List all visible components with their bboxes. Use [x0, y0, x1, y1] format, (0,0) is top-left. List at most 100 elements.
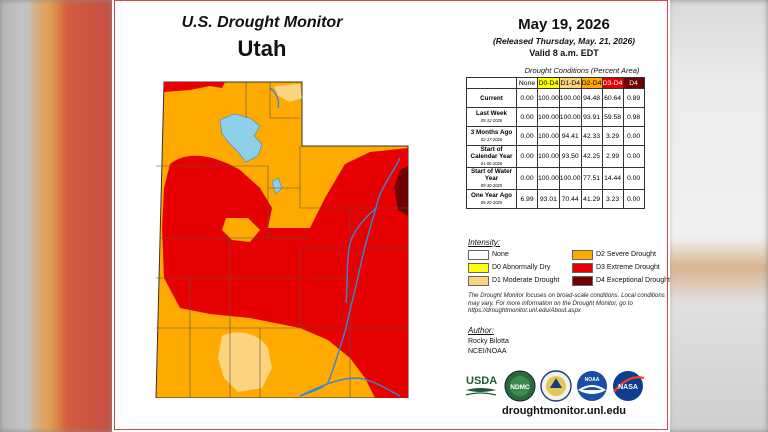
table-caption: Drought Conditions (Percent Area) [524, 66, 640, 75]
row-label: Current [466, 88, 517, 108]
row-label-text: One Year Ago [471, 192, 512, 199]
table-row: Current 0.00 100.00 100.00 94.48 60.64 0.89 [466, 88, 645, 108]
row-date: 05-20-2025 [480, 200, 503, 205]
row-date: 05-12-2026 [480, 118, 503, 123]
legend-label: None [492, 251, 509, 258]
table-cell: 41.29 [580, 189, 603, 209]
table-header-row: None D0-D4 D1-D4 D2-D4 D3-D4 D4 [466, 77, 645, 89]
table-cell: 2.99 [601, 145, 624, 168]
author-heading: Author: [468, 326, 494, 335]
table-cell: 0.00 [622, 145, 645, 168]
legend-label: D0 Abnormally Dry [492, 264, 551, 271]
table-cell: 42.25 [580, 145, 603, 168]
county-lines [156, 82, 408, 398]
table-cell: 100.00 [537, 107, 560, 127]
table-cell: 93.01 [537, 189, 560, 209]
legend-swatch [468, 250, 489, 260]
table-cell: 93.50 [558, 145, 582, 168]
table-cell: 100.00 [537, 88, 560, 108]
table-cell: 6.99 [516, 189, 538, 209]
legend-swatch [468, 276, 489, 286]
svg-text:NOAA: NOAA [585, 377, 600, 383]
legend-swatch [468, 263, 489, 273]
table-cell: 0.00 [516, 107, 538, 127]
partner-logos: USDA NDMC NOAA NASA [465, 370, 645, 402]
table-row: Last Week 05-12-2026 0.00 100.00 100.00 93.91… [466, 107, 645, 127]
row-date: 01-06-2026 [480, 161, 503, 166]
table-cell: 60.64 [601, 88, 624, 108]
map-date: May 19, 2026 [518, 16, 610, 33]
header-d4: D4 [622, 77, 645, 89]
header-d0-d4: D0-D4 [537, 77, 560, 89]
noaa-logo: NOAA [577, 371, 607, 401]
table-cell: 0.98 [622, 107, 645, 127]
map-d3-north [164, 82, 225, 92]
header-d1-d4: D1-D4 [558, 77, 582, 89]
legend-swatch [572, 250, 593, 260]
legend-swatch [572, 276, 593, 286]
state-title: Utah [237, 36, 287, 61]
table-cell: 77.51 [580, 167, 603, 190]
legend-label: D2 Severe Drought [596, 251, 656, 258]
table-cell: 3.29 [601, 126, 624, 146]
map-d2-central-pocket [222, 218, 260, 242]
table-cell: 94.48 [580, 88, 603, 108]
table-cell: 70.44 [558, 189, 582, 209]
disclaimer-note: The Drought Monitor focuses on broad-sca… [468, 292, 665, 315]
table-row: Start of Water Year 09-30-2025 0.00 100.00 1… [466, 167, 645, 190]
table-row: One Year Ago 05-20-2025 6.99 93.01 70.44 41.2… [466, 189, 645, 209]
row-label-text: Current [480, 94, 503, 102]
drought-monitor-panel: U.S. Drought Monitor Utah [112, 0, 670, 432]
table-row: 3 Months Ago 02-17-2026 0.00 100.00 94.41 42.… [466, 126, 645, 146]
table-cell: 100.00 [537, 126, 560, 146]
table-cell: 0.00 [516, 145, 538, 168]
row-label: Start of Calendar Year 01-06-2026 [466, 145, 517, 168]
map-d3-central [162, 148, 408, 398]
header-d2-d4: D2-D4 [580, 77, 603, 89]
svg-text:NDMC: NDMC [510, 384, 530, 391]
table-cell: 0.00 [516, 167, 538, 190]
table-cell: 0.00 [622, 126, 645, 146]
valid-time: Valid 8 a.m. EDT [529, 48, 599, 58]
table-cell: 0.00 [622, 167, 645, 190]
great-salt-lake [219, 113, 263, 163]
table-cell: 59.58 [601, 107, 624, 127]
nasa-logo: NASA [613, 371, 645, 401]
legend-swatch [572, 263, 593, 273]
row-label: Last Week 05-12-2026 [466, 107, 517, 127]
rivers [269, 87, 401, 397]
legend-label: D3 Extreme Drought [596, 264, 660, 271]
row-label: 3 Months Ago 02-17-2026 [466, 126, 517, 146]
table-cell: 100.00 [537, 167, 560, 190]
table-cell: 100.00 [558, 167, 582, 190]
row-label-text: Start of Water Year [470, 168, 513, 182]
table-cell: 0.00 [516, 88, 538, 108]
row-label-text: Last Week [475, 110, 508, 117]
usda-logo: USDA [465, 375, 497, 396]
table-cell: 100.00 [537, 145, 560, 168]
author-block: Rocky Bilotta NCEI/NOAA [468, 337, 509, 357]
drought-conditions-table: None D0-D4 D1-D4 D2-D4 D3-D4 D4 Current 0… [466, 77, 645, 209]
map-d1-south [218, 332, 272, 392]
map-d1-north [274, 84, 302, 102]
table-cell: 94.41 [558, 126, 582, 146]
website-url[interactable]: droughtmonitor.unl.edu [501, 405, 627, 417]
release-date: (Released Thursday, May. 21, 2026) [492, 36, 636, 46]
row-date: 02-17-2026 [480, 137, 503, 142]
table-cell: 93.91 [580, 107, 603, 127]
table-cell: 0.89 [622, 88, 645, 108]
table-row: Start of Calendar Year 01-06-2026 0.00 100.… [466, 145, 645, 168]
background-right-blur [668, 0, 768, 432]
row-date: 09-30-2025 [480, 183, 503, 188]
row-label: Start of Water Year 09-30-2025 [466, 167, 517, 190]
map-d4-east [394, 166, 408, 216]
legend-label: D4 Exceptional Drought [596, 277, 670, 284]
header-d3-d4: D3-D4 [601, 77, 624, 89]
intensity-title: Intensity: [468, 238, 501, 247]
table-cell: 14.44 [601, 167, 624, 190]
svg-text:USDA: USDA [466, 375, 497, 387]
background-left-blur [0, 0, 112, 432]
row-label-text: Start of Calendar Year [470, 146, 513, 160]
table-cell: 42.33 [580, 126, 603, 146]
